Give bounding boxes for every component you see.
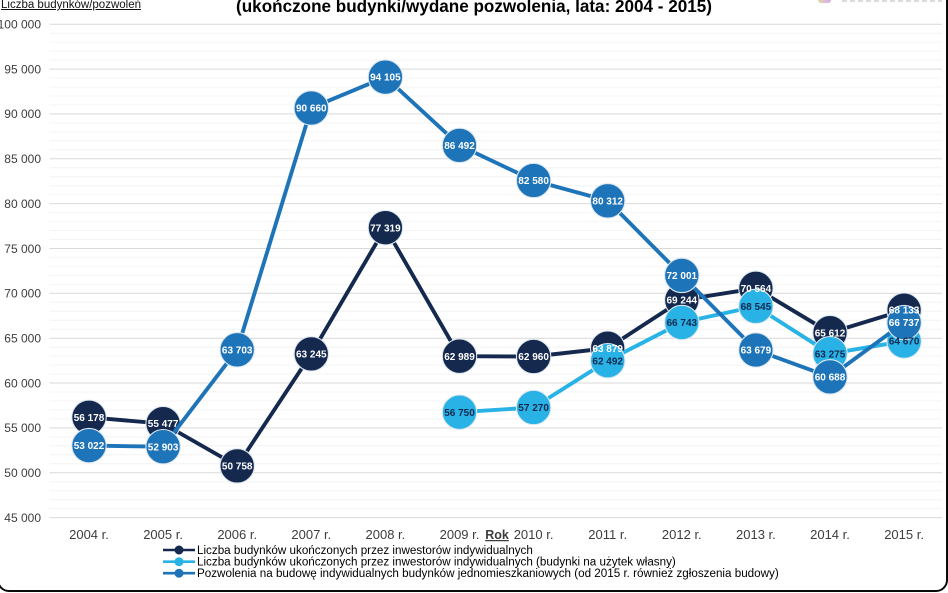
svg-text:2007 r.: 2007 r. <box>291 527 331 542</box>
svg-text:55 477: 55 477 <box>148 419 179 430</box>
svg-text:2012 r.: 2012 r. <box>662 527 702 542</box>
svg-text:55 000: 55 000 <box>4 421 41 435</box>
svg-text:65 000: 65 000 <box>4 332 41 346</box>
svg-text:66 743: 66 743 <box>667 318 698 329</box>
svg-text:2013 r.: 2013 r. <box>736 527 776 542</box>
svg-text:69 244: 69 244 <box>667 296 698 307</box>
svg-text:80 000: 80 000 <box>4 197 41 211</box>
svg-text:2004 r.: 2004 r. <box>69 527 109 542</box>
svg-text:63 679: 63 679 <box>741 346 772 357</box>
svg-text:2006 r.: 2006 r. <box>217 527 257 542</box>
svg-text:72 001: 72 001 <box>667 271 698 282</box>
svg-text:80 312: 80 312 <box>592 196 623 207</box>
svg-text:57 270: 57 270 <box>518 403 549 414</box>
svg-text:50 000: 50 000 <box>4 466 41 480</box>
svg-text:94 105: 94 105 <box>370 73 401 84</box>
svg-text:56 750: 56 750 <box>444 408 475 419</box>
svg-text:52 903: 52 903 <box>148 442 179 453</box>
svg-text:85 000: 85 000 <box>4 152 41 166</box>
svg-text:62 960: 62 960 <box>518 352 549 363</box>
svg-text:100 000: 100 000 <box>0 18 41 32</box>
svg-text:62 492: 62 492 <box>592 356 623 367</box>
svg-text:2008 r.: 2008 r. <box>366 527 406 542</box>
svg-text:Pozwolenia na budowę indywidua: Pozwolenia na budowę indywidualnych budy… <box>197 567 779 580</box>
svg-text:2011 r.: 2011 r. <box>588 527 627 542</box>
svg-text:Rok: Rok <box>485 528 509 542</box>
svg-text:2005 r.: 2005 r. <box>143 527 183 542</box>
svg-text:95 000: 95 000 <box>4 62 41 76</box>
svg-text:65 612: 65 612 <box>815 328 846 339</box>
svg-text:64 670: 64 670 <box>889 337 920 348</box>
svg-text:90 660: 90 660 <box>296 104 327 115</box>
svg-text:70 000: 70 000 <box>4 287 41 301</box>
svg-text:63 245: 63 245 <box>296 350 327 361</box>
svg-text:50 758: 50 758 <box>222 462 253 473</box>
svg-text:2014 r.: 2014 r. <box>810 527 850 542</box>
svg-text:45 000: 45 000 <box>4 511 41 525</box>
svg-text:82 580: 82 580 <box>518 176 549 187</box>
svg-text:70 564: 70 564 <box>741 284 772 295</box>
svg-text:56 178: 56 178 <box>74 413 105 424</box>
svg-text:75 000: 75 000 <box>4 242 41 256</box>
svg-text:60 000: 60 000 <box>4 376 41 390</box>
svg-text:60 688: 60 688 <box>815 373 846 384</box>
svg-text:77 319: 77 319 <box>370 223 401 234</box>
svg-text:63 275: 63 275 <box>815 349 846 360</box>
svg-text:Liczba budynków ukończonych pr: Liczba budynków ukończonych przez inwest… <box>197 556 676 569</box>
svg-text:86 492: 86 492 <box>444 141 475 152</box>
svg-text:2009 r.: 2009 r. <box>440 527 480 542</box>
svg-text:90 000: 90 000 <box>4 107 41 121</box>
svg-text:62 989: 62 989 <box>444 352 475 363</box>
svg-text:2010 r.: 2010 r. <box>514 527 554 542</box>
svg-text:68 133: 68 133 <box>889 306 920 317</box>
svg-text:66 737: 66 737 <box>889 318 920 329</box>
svg-text:63 703: 63 703 <box>222 345 253 356</box>
svg-text:2015 r.: 2015 r. <box>884 527 924 542</box>
svg-text:68 545: 68 545 <box>741 302 772 313</box>
svg-text:53 022: 53 022 <box>74 441 105 452</box>
svg-text:63 879: 63 879 <box>592 344 623 355</box>
svg-text:Liczba budynków ukończonych pr: Liczba budynków ukończonych przez inwest… <box>197 544 533 557</box>
